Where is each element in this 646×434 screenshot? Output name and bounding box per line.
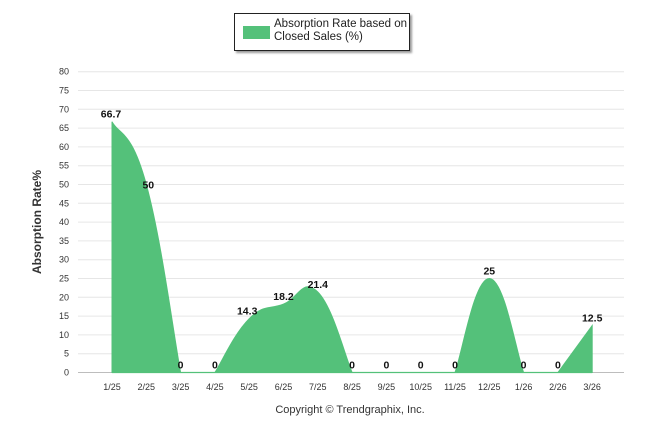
- area-segment: [213, 286, 353, 373]
- legend-swatch: [243, 26, 270, 39]
- y-axis-label: Absorption Rate%: [30, 170, 44, 274]
- chart-legend: Absorption Rate based on Closed Sales (%…: [234, 13, 410, 51]
- y-tick-label: 75: [59, 86, 69, 96]
- y-tick-label: 45: [59, 198, 69, 208]
- y-tick-label: 5: [64, 349, 69, 359]
- x-axis-ticks: 1/25 2/25 3/25 4/25 5/25 6/25 7/25 8/25 9/25 10/2…: [103, 382, 601, 392]
- y-tick-label: 30: [59, 255, 69, 265]
- x-tick-label: 6/25: [275, 382, 293, 392]
- y-tick-label: 15: [59, 311, 69, 321]
- area-segment: [111, 121, 182, 373]
- x-tick-label: 3/26: [583, 382, 601, 392]
- x-tick-label: 7/25: [309, 382, 327, 392]
- y-tick-label: 65: [59, 123, 69, 133]
- x-tick-label: 2/25: [138, 382, 156, 392]
- y-tick-label: 0: [64, 368, 69, 378]
- y-tick-label: 60: [59, 142, 69, 152]
- data-label: 14.3: [237, 306, 258, 318]
- y-tick-label: 35: [59, 236, 69, 246]
- y-tick-label: 50: [59, 180, 69, 190]
- x-tick-label: 3/25: [172, 382, 190, 392]
- x-tick-label: 12/25: [478, 382, 501, 392]
- y-tick-label: 25: [59, 274, 69, 284]
- data-label: 0: [418, 360, 424, 372]
- y-tick-label: 10: [59, 330, 69, 340]
- x-tick-label: 1/26: [515, 382, 533, 392]
- y-tick-label: 70: [59, 104, 69, 114]
- data-label: 0: [212, 360, 218, 372]
- x-tick-label: 11/25: [444, 382, 466, 392]
- data-labels: 66.7 50 0 0 14.3 18.2 21.4 0 0 0 0 25 0 0 12.5: [101, 109, 603, 372]
- x-tick-label: 5/25: [240, 382, 258, 392]
- x-tick-label: 9/25: [378, 382, 396, 392]
- data-label: 25: [483, 266, 495, 278]
- data-label: 0: [383, 360, 389, 372]
- data-label: 18.2: [273, 291, 294, 303]
- area-segment: [454, 277, 525, 373]
- y-tick-label: 20: [59, 292, 69, 302]
- copyright-text: Copyright © Trendgraphix, Inc.: [275, 404, 424, 416]
- x-tick-label: 4/25: [206, 382, 224, 392]
- gridlines: [78, 71, 624, 373]
- data-label: 0: [555, 360, 561, 372]
- data-label: 0: [178, 360, 184, 372]
- x-tick-label: 8/25: [343, 382, 361, 392]
- y-tick-label: 40: [59, 217, 69, 227]
- legend-label: Absorption Rate based on Closed Sales (%…: [274, 18, 407, 43]
- data-label: 0: [452, 360, 458, 372]
- x-tick-label: 1/25: [103, 382, 121, 392]
- area-series: [111, 121, 593, 374]
- y-axis-ticks: 0 5 10 15 20 25 30 35 40 45 50 55 60 65 70 75 80: [59, 67, 69, 378]
- data-label: 0: [521, 360, 527, 372]
- data-label: 0: [349, 360, 355, 372]
- y-tick-label: 55: [59, 161, 69, 171]
- x-tick-label: 2/26: [549, 382, 567, 392]
- data-label: 21.4: [308, 279, 329, 291]
- data-label: 66.7: [101, 109, 122, 121]
- area-segment: [556, 323, 593, 373]
- y-tick-label: 80: [59, 67, 69, 77]
- data-label: 50: [142, 180, 154, 192]
- x-tick-label: 10/25: [409, 382, 432, 392]
- data-label: 12.5: [582, 313, 603, 325]
